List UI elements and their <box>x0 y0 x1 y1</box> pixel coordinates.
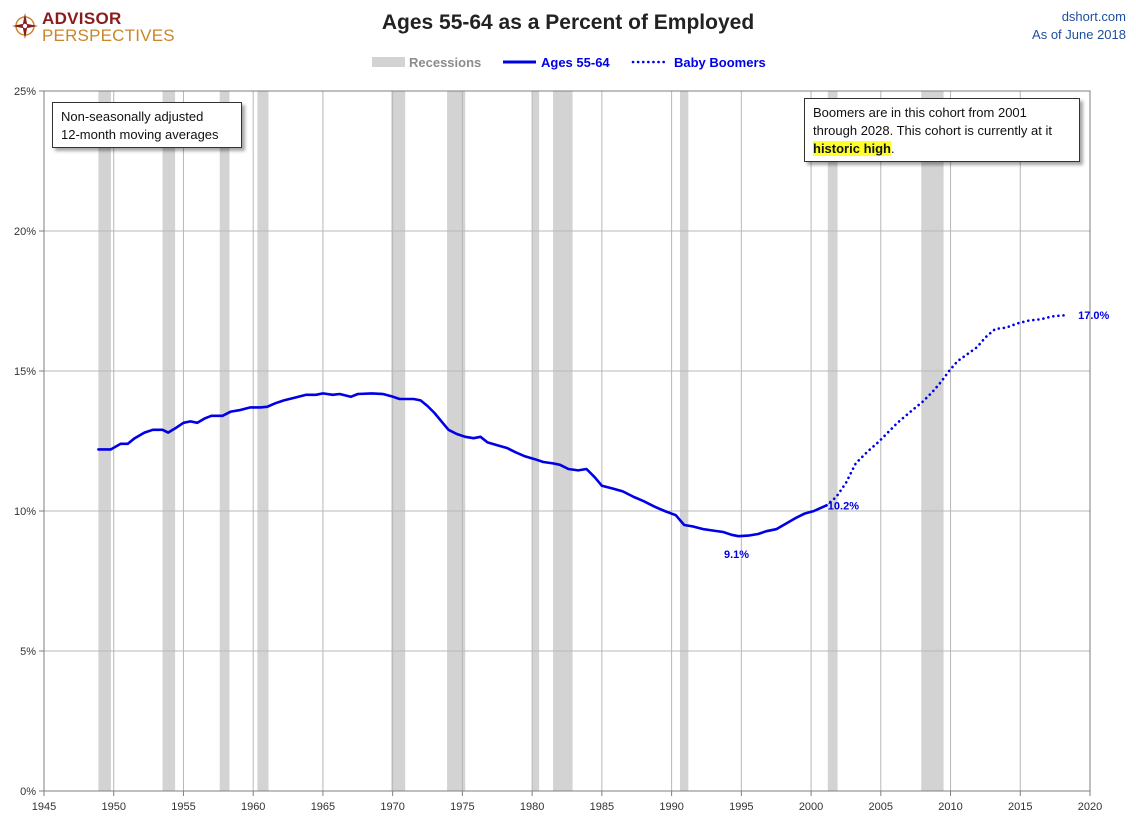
note-left-line1: Non-seasonally adjusted <box>61 109 204 124</box>
advisor-perspectives-logo: ADVISOR PERSPECTIVES <box>12 9 175 45</box>
logo-text-advisor: ADVISOR <box>42 9 122 28</box>
recession-band-1 <box>162 91 176 791</box>
x-tick-label-2000: 2000 <box>799 801 823 813</box>
compass-icon <box>12 13 38 39</box>
x-tick-label-1945: 1945 <box>32 801 56 813</box>
x-tick-label-1955: 1955 <box>171 801 195 813</box>
y-tick-label-5: 25% <box>14 86 36 98</box>
recession-band-3 <box>257 91 269 791</box>
y-tick-label-0: 0% <box>20 786 36 798</box>
note-right-end: . <box>891 141 895 156</box>
x-tick-label-1980: 1980 <box>520 801 544 813</box>
data-label-2: 17.0% <box>1078 310 1109 322</box>
note-left-line2: 12-month moving averages <box>61 127 219 142</box>
y-tick-label-2: 10% <box>14 506 36 518</box>
x-tick-label-1970: 1970 <box>380 801 404 813</box>
legend-label-baby-boomers: Baby Boomers <box>674 55 766 70</box>
chart-title: Ages 55-64 as a Percent of Employed <box>381 11 755 34</box>
legend-label-recessions: Recessions <box>409 55 481 70</box>
data-labels: 9.1% 10.2% 17.0% <box>724 310 1109 561</box>
note-right-line2: through 2028. This cohort is currently a… <box>813 123 1052 138</box>
recession-band-9 <box>827 91 838 791</box>
plot-border <box>43 90 1091 792</box>
x-tick-label-1960: 1960 <box>241 801 265 813</box>
series-lines <box>97 313 1069 538</box>
recession-band-4 <box>391 91 406 791</box>
data-label-0: 9.1% <box>724 549 749 561</box>
logo-text-perspectives: PERSPECTIVES <box>42 26 175 45</box>
legend: Recessions Ages 55-64 Baby Boomers <box>372 55 766 70</box>
recession-band-6 <box>532 91 540 791</box>
note-right: Boomers are in this cohort from 2001 thr… <box>804 98 1080 162</box>
x-tick-label-2005: 2005 <box>869 801 893 813</box>
recession-band-10 <box>921 91 944 791</box>
x-tick-label-1985: 1985 <box>590 801 614 813</box>
note-highlight: historic high <box>813 141 891 156</box>
x-tick-label-1965: 1965 <box>311 801 335 813</box>
x-tick-label-2020: 2020 <box>1078 801 1102 813</box>
y-tick-label-4: 20% <box>14 226 36 238</box>
series-line-baby-boomers <box>825 313 1069 507</box>
x-tick-label-2010: 2010 <box>938 801 962 813</box>
recession-band-7 <box>553 91 573 791</box>
x-tick-label-1975: 1975 <box>450 801 474 813</box>
data-label-1: 10.2% <box>828 500 859 512</box>
note-right-line1: Boomers are in this cohort from 2001 <box>813 105 1027 120</box>
source-date: As of June 2018 <box>1032 27 1126 42</box>
x-tick-label-1950: 1950 <box>101 801 125 813</box>
note-left: Non-seasonally adjusted 12-month moving … <box>52 102 242 148</box>
series-line-ages-55-64 <box>97 392 828 538</box>
recession-band-0 <box>98 91 111 791</box>
axes: 1945 1950 1955 1960 1965 1970 1975 1980 1985 1990… <box>14 86 1102 813</box>
source-site: dshort.com <box>1061 9 1126 24</box>
x-tick-label-1995: 1995 <box>729 801 753 813</box>
legend-label-ages-55-64: Ages 55-64 <box>541 55 610 70</box>
recession-band-5 <box>447 91 466 791</box>
x-tick-label-1990: 1990 <box>659 801 683 813</box>
x-tick-label-2015: 2015 <box>1008 801 1032 813</box>
source-info: dshort.com As of June 2018 <box>1032 8 1126 44</box>
legend-swatch-recessions <box>372 57 405 67</box>
recession-band-8 <box>679 91 689 791</box>
recession-bands <box>98 91 944 791</box>
note-right-line3: historic high. <box>813 140 1071 158</box>
y-tick-label-1: 5% <box>20 646 36 658</box>
recession-band-2 <box>219 91 230 791</box>
y-tick-label-3: 15% <box>14 366 36 378</box>
